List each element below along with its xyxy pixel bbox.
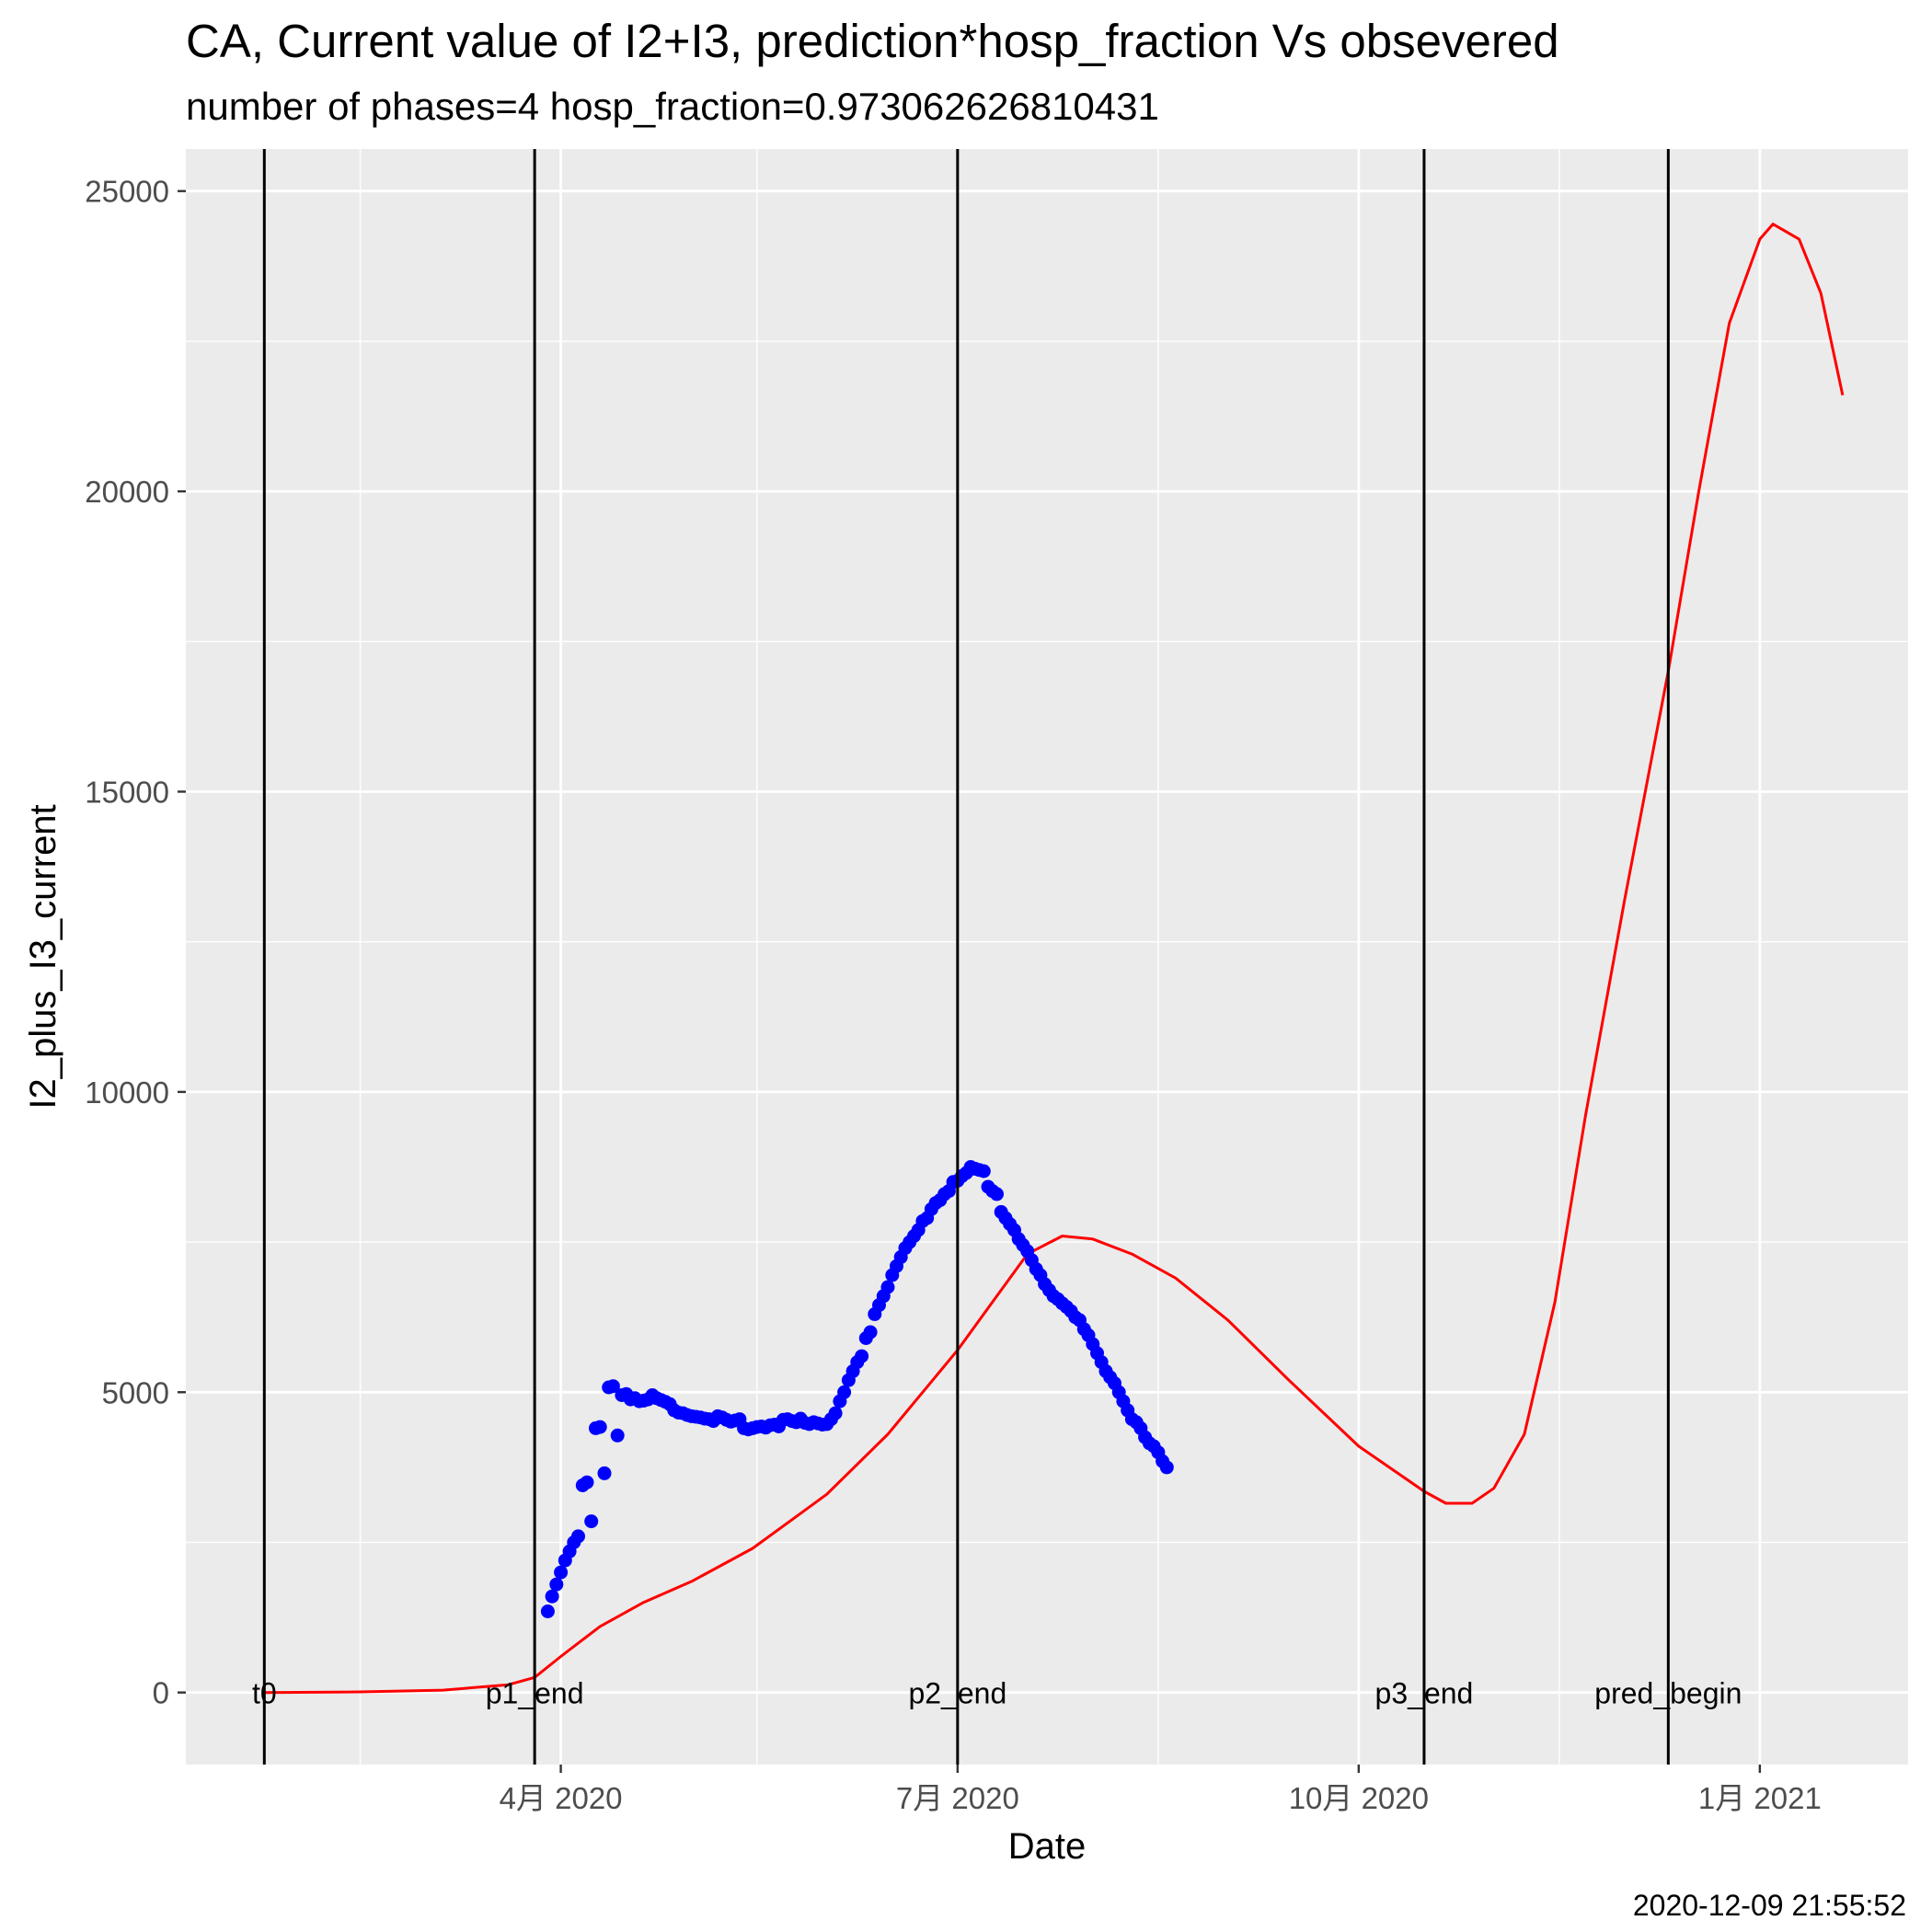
observed-point bbox=[540, 1604, 555, 1618]
x-axis-title: Date bbox=[1008, 1826, 1087, 1867]
y-tick-label: 15000 bbox=[85, 775, 169, 809]
x-tick-label: 4月 2020 bbox=[500, 1781, 623, 1815]
observed-point bbox=[584, 1514, 599, 1529]
observed-point bbox=[855, 1349, 869, 1363]
grid-minor bbox=[186, 149, 1908, 1765]
x-tick-label: 7月 2020 bbox=[896, 1781, 1019, 1815]
y-tick-label: 20000 bbox=[85, 475, 169, 509]
observed-point bbox=[1159, 1460, 1174, 1475]
observed-point bbox=[580, 1475, 594, 1489]
observed-point bbox=[571, 1529, 585, 1544]
y-tick-label: 25000 bbox=[85, 175, 169, 209]
observed-point bbox=[863, 1325, 878, 1340]
phase-lines bbox=[262, 149, 1670, 1765]
chart-subtitle: number of phases=4 hosp_fraction=0.97306… bbox=[186, 85, 1159, 128]
observed-point bbox=[837, 1385, 852, 1399]
observed-point bbox=[828, 1406, 843, 1420]
phase-label: p2_end bbox=[908, 1677, 1006, 1710]
y-axis-title: I2_plus_I3_current bbox=[23, 804, 63, 1109]
observed-point bbox=[554, 1565, 569, 1580]
phase-label: p3_end bbox=[1375, 1677, 1474, 1710]
observed-series bbox=[540, 1160, 1174, 1618]
y-tick-label: 0 bbox=[153, 1676, 169, 1710]
x-tick-label: 1月 2021 bbox=[1698, 1781, 1822, 1815]
phase-label: pred_begin bbox=[1594, 1677, 1742, 1710]
phase-label: p1_end bbox=[486, 1677, 584, 1710]
observed-point bbox=[592, 1420, 607, 1434]
phase-label: t0 bbox=[252, 1677, 277, 1710]
x-axis: 4月 2020 7月 2020 10月 2020 1月 2021 bbox=[500, 1765, 1822, 1815]
chart-caption: 2020-12-09 21:55:52 bbox=[1633, 1889, 1906, 1922]
x-tick-label: 10月 2020 bbox=[1289, 1781, 1429, 1815]
observed-point bbox=[610, 1428, 625, 1443]
y-axis: 0 5000 10000 15000 20000 25000 bbox=[85, 175, 186, 1710]
observed-point bbox=[605, 1379, 620, 1394]
observed-point bbox=[990, 1187, 1004, 1202]
predicted-line bbox=[264, 223, 1845, 1695]
observed-point bbox=[976, 1164, 991, 1179]
phase-labels: t0 p1_end p2_end p3_end pred_begin bbox=[252, 1677, 1742, 1710]
observed-point bbox=[880, 1280, 895, 1294]
predicted-series bbox=[264, 223, 1845, 1695]
observed-point bbox=[597, 1466, 612, 1480]
y-tick-label: 10000 bbox=[85, 1075, 169, 1110]
y-tick-label: 5000 bbox=[102, 1375, 169, 1409]
observed-point bbox=[549, 1577, 564, 1592]
observed-point bbox=[545, 1589, 559, 1604]
plot-panel bbox=[186, 149, 1908, 1765]
chart-title: CA, Current value of I2+I3, prediction*h… bbox=[186, 15, 1559, 67]
